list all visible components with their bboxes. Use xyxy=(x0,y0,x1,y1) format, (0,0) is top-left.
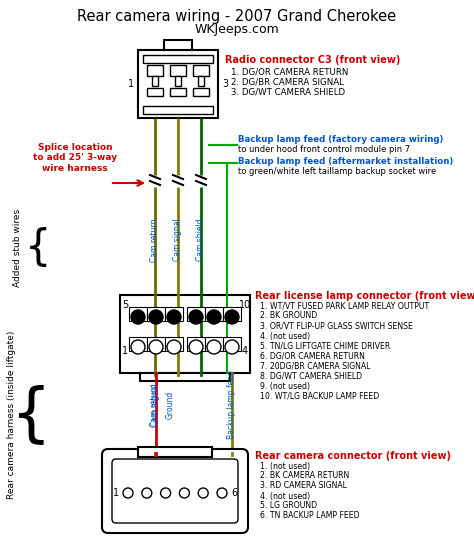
Text: 5. TN/LG LIFTGATE CHIME DRIVER: 5. TN/LG LIFTGATE CHIME DRIVER xyxy=(260,341,390,351)
Text: Rear camera harness (inside liftgate): Rear camera harness (inside liftgate) xyxy=(8,331,17,499)
Circle shape xyxy=(149,340,163,354)
Text: 1. DG/OR CAMERA RETURN: 1. DG/OR CAMERA RETURN xyxy=(231,68,348,77)
Bar xyxy=(205,307,223,321)
Bar xyxy=(138,50,218,118)
Bar xyxy=(129,307,147,321)
Text: 3. DG/WT CAMERA SHIELD: 3. DG/WT CAMERA SHIELD xyxy=(231,88,345,97)
Text: Added stub wires: Added stub wires xyxy=(13,209,22,287)
Text: 5. LG GROUND: 5. LG GROUND xyxy=(260,502,317,511)
Bar xyxy=(147,307,165,321)
Bar xyxy=(165,337,183,351)
Text: 1. WT/VT FUSED PARK LAMP RELAY OUTPUT: 1. WT/VT FUSED PARK LAMP RELAY OUTPUT xyxy=(260,301,429,310)
Bar xyxy=(170,65,186,76)
FancyBboxPatch shape xyxy=(112,459,238,523)
Text: 1: 1 xyxy=(128,79,134,89)
Text: Rear camera wiring - 2007 Grand Cherokee: Rear camera wiring - 2007 Grand Cherokee xyxy=(77,8,397,23)
Text: Backup lamp feed (aftermarket installation): Backup lamp feed (aftermarket installati… xyxy=(238,158,453,166)
Circle shape xyxy=(189,340,203,354)
Bar xyxy=(170,88,186,96)
Bar xyxy=(143,55,213,63)
Circle shape xyxy=(161,488,171,498)
Circle shape xyxy=(207,340,221,354)
Text: 6. DG/OR CAMERA RETURN: 6. DG/OR CAMERA RETURN xyxy=(260,351,365,361)
Circle shape xyxy=(225,310,239,324)
Text: Radio connector C3 (front view): Radio connector C3 (front view) xyxy=(225,55,401,65)
Text: 1: 1 xyxy=(122,346,128,356)
Text: Backup lamp feed: Backup lamp feed xyxy=(228,371,237,440)
FancyBboxPatch shape xyxy=(102,449,248,533)
Circle shape xyxy=(167,340,181,354)
Text: 5: 5 xyxy=(122,300,128,310)
Text: 9. (not used): 9. (not used) xyxy=(260,381,310,391)
Circle shape xyxy=(167,310,181,324)
Bar xyxy=(143,106,213,114)
Text: 10. WT/LG BACKUP LAMP FEED: 10. WT/LG BACKUP LAMP FEED xyxy=(260,391,379,401)
Bar xyxy=(193,65,209,76)
Text: to green/white left taillamp backup socket wire: to green/white left taillamp backup sock… xyxy=(238,168,436,176)
Bar xyxy=(140,373,230,381)
Text: 3: 3 xyxy=(222,79,228,89)
Circle shape xyxy=(149,310,163,324)
Bar xyxy=(187,337,205,351)
Text: 4. (not used): 4. (not used) xyxy=(260,492,310,501)
Text: 2. DG/BR CAMERA SIGNAL: 2. DG/BR CAMERA SIGNAL xyxy=(231,78,344,87)
Text: {: { xyxy=(25,227,51,269)
Text: Rear license lamp connector (front view): Rear license lamp connector (front view) xyxy=(255,291,474,301)
Bar xyxy=(129,337,147,351)
Text: 4: 4 xyxy=(242,346,248,356)
Text: Cam return: Cam return xyxy=(151,218,159,262)
Circle shape xyxy=(131,310,145,324)
Text: Rear camera connector (front view): Rear camera connector (front view) xyxy=(255,451,451,461)
Text: WKJeeps.com: WKJeeps.com xyxy=(195,23,279,36)
Circle shape xyxy=(225,340,239,354)
Text: Cam signal: Cam signal xyxy=(152,384,161,426)
Text: Backup lamp feed (factory camera wiring): Backup lamp feed (factory camera wiring) xyxy=(238,135,443,144)
Circle shape xyxy=(189,310,203,324)
Text: {: { xyxy=(9,384,50,446)
Text: 2. BK CAMERA RETURN: 2. BK CAMERA RETURN xyxy=(260,472,349,481)
Text: 3. OR/VT FLIP-UP GLASS SWITCH SENSE: 3. OR/VT FLIP-UP GLASS SWITCH SENSE xyxy=(260,321,413,330)
Circle shape xyxy=(131,340,145,354)
Text: Cam shield: Cam shield xyxy=(197,219,206,261)
Circle shape xyxy=(207,310,221,324)
Bar xyxy=(223,337,241,351)
Bar xyxy=(187,307,205,321)
Bar xyxy=(198,76,204,86)
Circle shape xyxy=(123,488,133,498)
Text: Ground: Ground xyxy=(165,391,174,419)
Bar xyxy=(164,40,192,50)
Text: 6: 6 xyxy=(231,488,237,498)
Bar xyxy=(147,88,163,96)
Circle shape xyxy=(198,488,208,498)
Circle shape xyxy=(217,488,227,498)
Text: Cam return: Cam return xyxy=(151,384,159,427)
Circle shape xyxy=(142,488,152,498)
Text: 7. 20DG/BR CAMERA SIGNAL: 7. 20DG/BR CAMERA SIGNAL xyxy=(260,361,370,371)
Text: to under hood front control module pin 7: to under hood front control module pin 7 xyxy=(238,145,410,154)
Bar xyxy=(147,337,165,351)
Text: 1. (not used): 1. (not used) xyxy=(260,462,310,471)
Bar xyxy=(193,88,209,96)
Bar xyxy=(152,76,158,86)
Text: 4. (not used): 4. (not used) xyxy=(260,331,310,341)
Text: 3. RD CAMERA SIGNAL: 3. RD CAMERA SIGNAL xyxy=(260,482,347,491)
Text: 1: 1 xyxy=(113,488,119,498)
Text: 2. BK GROUND: 2. BK GROUND xyxy=(260,311,317,320)
Bar xyxy=(138,447,212,457)
Text: 8. DG/WT CAMERA SHIELD: 8. DG/WT CAMERA SHIELD xyxy=(260,371,362,381)
Text: 10: 10 xyxy=(239,300,251,310)
Text: 6. TN BACKUP LAMP FEED: 6. TN BACKUP LAMP FEED xyxy=(260,512,360,521)
Circle shape xyxy=(179,488,190,498)
Bar xyxy=(175,76,181,86)
Bar xyxy=(223,307,241,321)
Bar xyxy=(147,65,163,76)
Text: Splice location
to add 25' 3-way
wire harness: Splice location to add 25' 3-way wire ha… xyxy=(33,143,117,173)
Bar xyxy=(205,337,223,351)
Text: Cam signal: Cam signal xyxy=(173,219,182,261)
Bar xyxy=(120,295,250,373)
Bar xyxy=(165,307,183,321)
